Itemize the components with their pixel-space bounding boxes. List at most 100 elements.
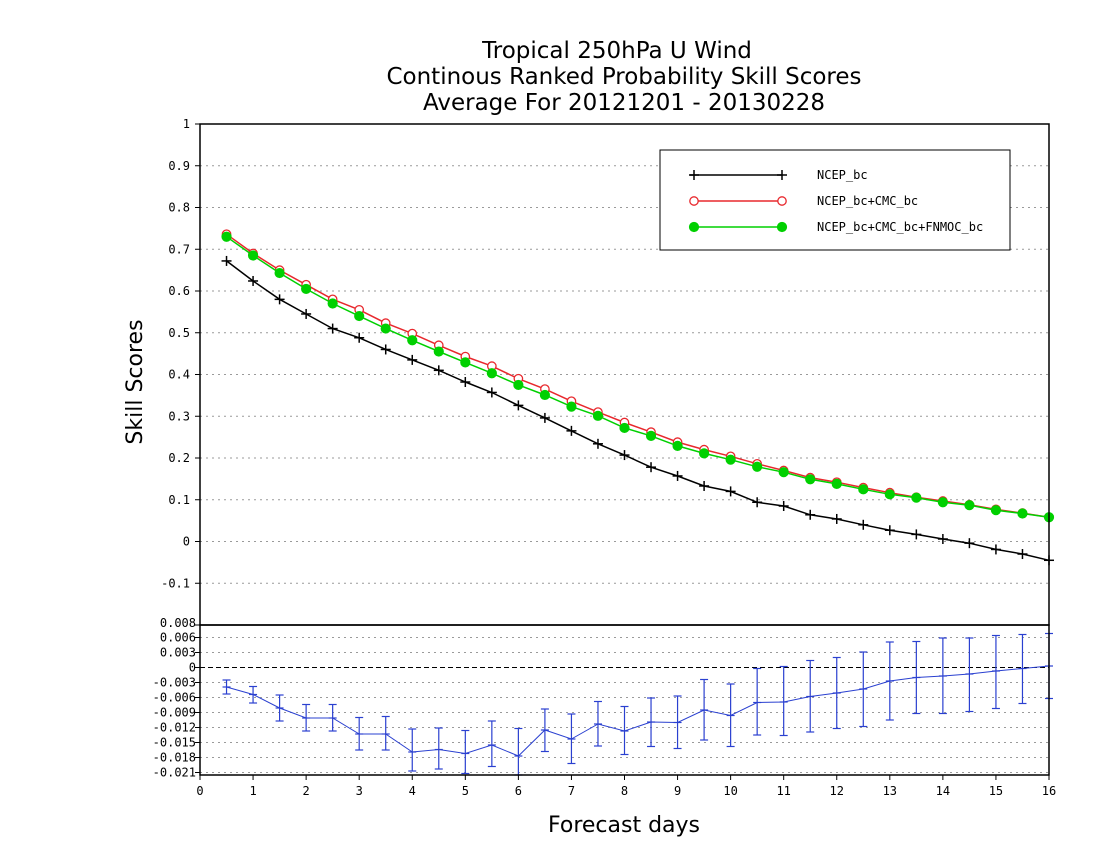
- diff-y-tick-label: -0.003: [153, 676, 196, 690]
- main-y-tick-label: 0.9: [168, 159, 190, 173]
- series-point: [513, 379, 524, 391]
- x-tick-label: 1: [249, 784, 256, 798]
- x-tick-label: 11: [776, 784, 790, 798]
- series-point: [990, 505, 1002, 516]
- series-point: [592, 410, 604, 421]
- series-point: [805, 509, 816, 520]
- x-tick-label: 0: [196, 784, 203, 798]
- diff-gridlines: [200, 637, 1049, 773]
- series-point: [433, 346, 444, 357]
- series-point: [354, 310, 365, 322]
- legend-marker: [689, 196, 699, 206]
- x-tick-label: 16: [1042, 784, 1056, 798]
- main-y-tick-label: -0.1: [161, 576, 190, 590]
- series-point: [858, 484, 869, 495]
- diff-y-tick-label: 0: [189, 661, 196, 675]
- legend-marker: [777, 170, 787, 180]
- series-point: [698, 448, 710, 459]
- x-tick-labels: 0 1 2 3 4 5 6 7 8 9 10 11 12 13 14 15 16: [196, 775, 1056, 798]
- x-tick-label: 13: [883, 784, 897, 798]
- series-point: [407, 354, 418, 365]
- series-point: [699, 480, 710, 491]
- x-tick-label: 10: [723, 784, 737, 798]
- x-tick-label: 5: [462, 784, 469, 798]
- legend-label: NCEP_bc+CMC_bc: [817, 194, 918, 208]
- main-y-tick-labels: -0.1 0 0.1 0.2 0.3 0.4 0.5 0.6 0.7 0.8 0.9 1: [161, 117, 200, 626]
- series-point: [327, 298, 338, 309]
- series-point: [539, 412, 550, 423]
- series-point: [301, 308, 312, 319]
- y-axis-title: Skill Scores: [123, 319, 148, 444]
- series-point: [1017, 549, 1028, 560]
- diff-y-tick-label: -0.006: [153, 691, 196, 705]
- diff-error-bar: [461, 729, 470, 775]
- main-y-tick-label: 0.3: [168, 409, 190, 423]
- diff-y-tick-label: -0.021: [153, 766, 196, 780]
- x-tick-label: 12: [830, 784, 844, 798]
- series-line: [226, 233, 1050, 519]
- x-tick-label: 15: [989, 784, 1003, 798]
- series-point: [646, 462, 657, 473]
- diff-error-bar: [487, 720, 496, 768]
- series-point: [831, 478, 842, 489]
- x-axis-title: Forecast days: [548, 813, 700, 838]
- series-point: [248, 275, 259, 286]
- main-y-tick-label: 0: [183, 535, 190, 549]
- diff-y-tick-label-clipped: 0.008: [160, 616, 196, 630]
- series-point: [619, 422, 630, 434]
- series-point: [486, 368, 497, 379]
- series-point: [460, 357, 471, 368]
- series-point: [327, 323, 338, 334]
- series-point: [380, 323, 391, 334]
- diff-series-group: [222, 632, 1053, 776]
- series-point: [592, 438, 603, 449]
- series-point: [937, 497, 948, 508]
- series-point: [221, 255, 232, 266]
- series-point: [831, 513, 842, 524]
- diff-error-bar: [965, 637, 974, 713]
- series-point: [1017, 508, 1028, 519]
- main-y-tick-label: 1: [183, 117, 190, 131]
- legend-label: NCEP_bc: [817, 168, 868, 182]
- series-point: [672, 470, 683, 481]
- series-point: [380, 344, 391, 355]
- legend-marker: [689, 170, 699, 180]
- series-point: [566, 401, 577, 412]
- series-point: [460, 377, 471, 388]
- series-point: [805, 474, 816, 485]
- legend-marker: [777, 196, 787, 206]
- diff-error-bar: [408, 728, 417, 772]
- diff-y-tick-label: -0.009: [153, 706, 196, 720]
- diff-y-tick-label: -0.018: [153, 751, 196, 765]
- diff-error-bar: [779, 665, 788, 737]
- diff-y-tick-labels: 0.0060.0030-0.003-0.006-0.009-0.012-0.01…: [153, 616, 200, 780]
- chart-title-line-3: Average For 20121201 - 20130228: [423, 90, 825, 116]
- x-tick-label: 4: [409, 784, 416, 798]
- series-point: [301, 283, 312, 295]
- series-point: [752, 497, 763, 508]
- series-point: [752, 461, 763, 472]
- legend: NCEP_bc NCEP_bc+CMC_bc NCEP_bc+CMC_bc+FNMO…: [659, 149, 1011, 251]
- series-point: [725, 486, 736, 497]
- main-y-tick-label: 0.5: [168, 326, 190, 340]
- series-point: [407, 335, 418, 346]
- series-point: [937, 533, 948, 544]
- main-y-tick-label: 0.4: [168, 368, 190, 382]
- series-point: [354, 332, 365, 343]
- series-line: [226, 236, 1050, 519]
- legend-marker: [688, 221, 700, 233]
- main-y-tick-label: 0.6: [168, 284, 190, 298]
- legend-label: NCEP_bc+CMC_bc+FNMOC_bc: [817, 220, 983, 234]
- legend-box: [659, 149, 1011, 251]
- series-point: [566, 425, 577, 436]
- x-tick-label: 3: [356, 784, 363, 798]
- series-point: [433, 365, 444, 376]
- diff-y-tick-label: 0.006: [160, 631, 196, 645]
- x-tick-label: 7: [568, 784, 575, 798]
- diff-line: [226, 665, 1050, 757]
- series-point: [274, 294, 285, 305]
- diff-error-bar: [753, 667, 762, 736]
- series-point: [884, 525, 895, 536]
- main-y-tick-label: 0.7: [168, 242, 190, 256]
